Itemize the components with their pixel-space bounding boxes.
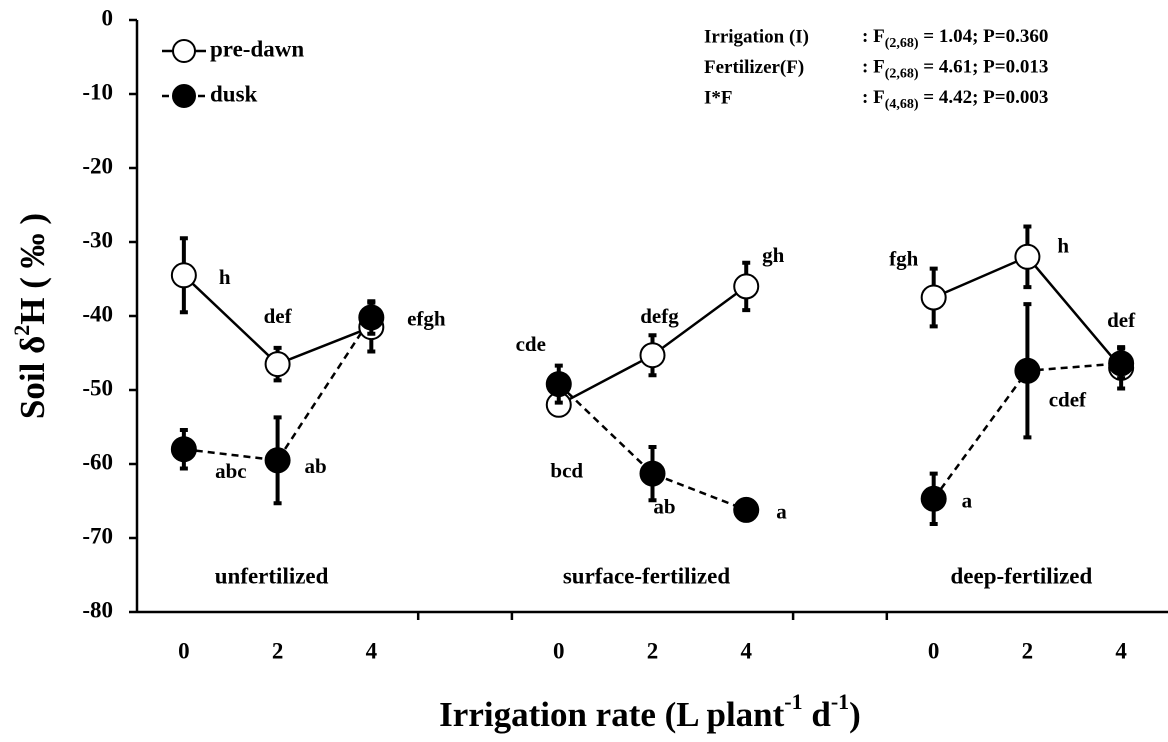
- x-label-part: Irrigation rate (L plant: [439, 695, 784, 734]
- y-tick-label: -60: [82, 449, 113, 474]
- y-tick-label: -80: [82, 597, 113, 622]
- y-tick-label: 0: [102, 5, 114, 30]
- stat-label: I*F: [704, 87, 733, 108]
- marker: [170, 262, 197, 289]
- stat-value: : F(2,68) = 1.04; P=0.360: [862, 26, 1048, 51]
- marker: [1108, 350, 1135, 377]
- legend-marker: [172, 84, 196, 108]
- marker: [358, 304, 385, 331]
- marker: [639, 460, 666, 487]
- group-label: deep-fertilized: [951, 563, 1093, 588]
- point-label: ab: [304, 454, 326, 478]
- point-label: ab: [653, 494, 675, 518]
- group-label: unfertilized: [215, 563, 329, 588]
- stat-rest: = 1.04; P=0.360: [919, 26, 1049, 47]
- stat-sub: (2,68): [885, 67, 919, 82]
- marker: [920, 284, 947, 311]
- x-label-part: d: [803, 695, 832, 734]
- marker: [264, 351, 291, 378]
- y-tick-label: -50: [82, 375, 113, 400]
- marker: [264, 447, 291, 474]
- marker: [733, 273, 760, 300]
- x-tick-label: 4: [1115, 638, 1127, 663]
- point-label: cdef: [1049, 388, 1087, 412]
- y-tick-label: -20: [82, 153, 113, 178]
- x-label-sup: -1: [784, 689, 802, 714]
- point-label: bcd: [550, 459, 583, 483]
- stat-sub: (4,68): [885, 97, 919, 112]
- y-tick-label: -70: [82, 523, 113, 548]
- y-tick-label: -30: [82, 227, 113, 252]
- y-tick-label: -40: [82, 301, 113, 326]
- y-tick-label: -10: [82, 79, 113, 104]
- x-tick-label: 0: [178, 638, 190, 663]
- marker: [639, 342, 666, 369]
- legend-label: pre-dawn: [210, 36, 304, 61]
- x-axis-label: Irrigation rate (L plant-1 d-1): [439, 689, 861, 734]
- point-label: efgh: [407, 306, 446, 330]
- x-tick-label: 2: [272, 638, 284, 663]
- marker: [170, 436, 197, 463]
- y-label-part: H ( ‰ ): [13, 213, 52, 325]
- marker: [920, 485, 947, 512]
- x-label-sup: -1: [831, 689, 849, 714]
- stat-value: : F(2,68) = 4.61; P=0.013: [862, 57, 1048, 82]
- x-label-part: ): [849, 695, 861, 734]
- group-label: surface-fertilized: [563, 563, 731, 588]
- x-tick-label: 0: [553, 638, 565, 663]
- stat-prefix: : F: [862, 57, 885, 78]
- point-label: fgh: [889, 246, 918, 270]
- stat-rest: = 4.42; P=0.003: [919, 87, 1049, 108]
- y-label-part: Soil δ: [13, 336, 52, 419]
- point-label: h: [1057, 234, 1069, 258]
- marker: [1014, 243, 1041, 270]
- x-tick-label: 0: [928, 638, 940, 663]
- stat-label: Fertilizer(F): [704, 57, 804, 78]
- stat-sub: (2,68): [885, 36, 919, 51]
- marker: [733, 496, 760, 523]
- point-label: a: [776, 500, 787, 524]
- point-label: cde: [516, 332, 546, 356]
- stat-rest: = 4.61; P=0.013: [919, 57, 1049, 78]
- stat-label: Irrigation (I): [704, 26, 809, 47]
- stat-prefix: : F: [862, 87, 885, 108]
- legend-marker: [172, 39, 196, 63]
- point-label: def: [264, 304, 293, 328]
- x-tick-label: 4: [740, 638, 752, 663]
- y-axis-label: Soil δ2H ( ‰ ): [9, 213, 52, 419]
- point-label: h: [219, 265, 231, 289]
- marker: [1014, 357, 1041, 384]
- point-label: abc: [215, 459, 247, 483]
- x-tick-label: 4: [366, 638, 378, 663]
- stat-value: : F(4,68) = 4.42; P=0.003: [862, 87, 1048, 112]
- x-tick-label: 2: [647, 638, 659, 663]
- point-label: def: [1107, 308, 1136, 332]
- point-label: defg: [640, 304, 679, 328]
- y-label-sup: 2: [9, 325, 34, 336]
- stat-prefix: : F: [862, 26, 885, 47]
- marker: [545, 371, 572, 398]
- point-label: gh: [762, 243, 785, 267]
- point-label: a: [962, 489, 973, 513]
- legend-label: dusk: [210, 81, 258, 106]
- series-line: [183, 255, 1123, 406]
- x-tick-label: 2: [1022, 638, 1034, 663]
